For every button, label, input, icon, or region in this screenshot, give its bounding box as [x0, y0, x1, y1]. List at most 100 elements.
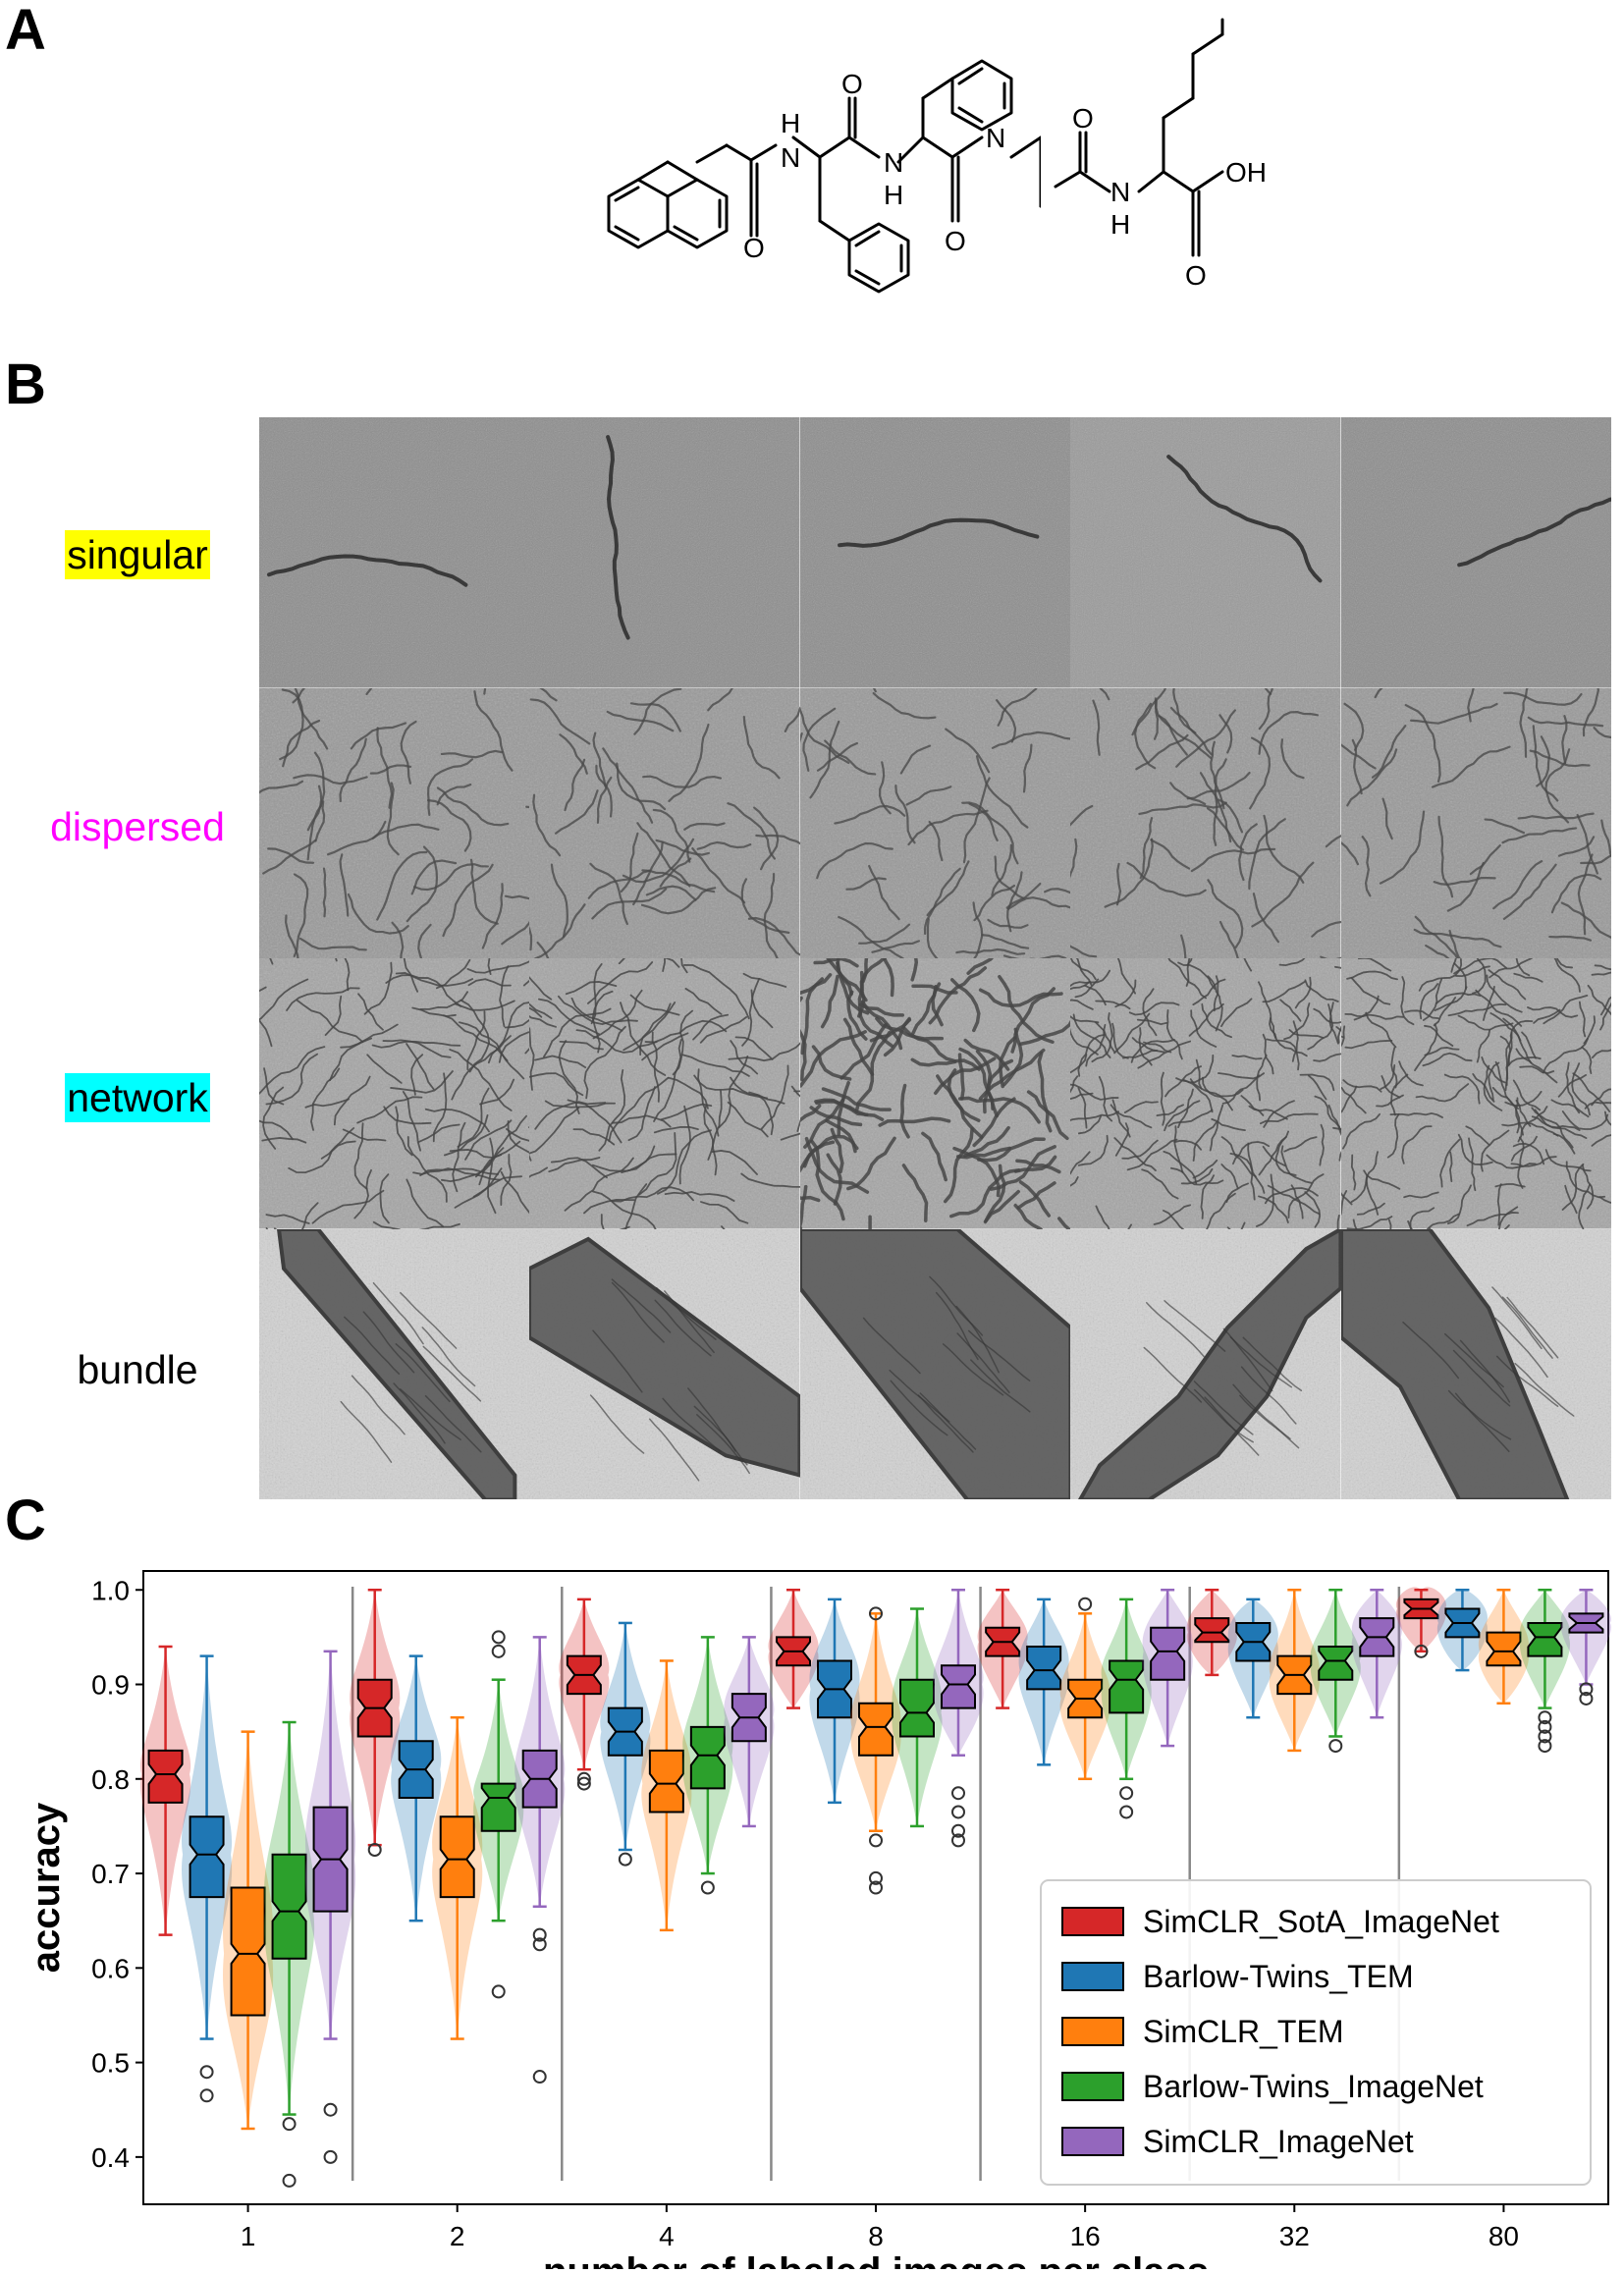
box-Barlow-Twins_TEM-2 [391, 1654, 442, 1922]
box-SimCLR_TEM-2 [432, 1715, 483, 2040]
micrograph-dispersed-2 [529, 687, 800, 958]
outlier-point [951, 1805, 965, 1819]
outlier-point [1078, 1597, 1093, 1611]
outlier-point [1538, 1710, 1552, 1725]
outlier-point [1538, 1729, 1552, 1744]
outlier-point [1119, 1805, 1134, 1819]
box-Barlow-Twins_ImageNet-1 [264, 1720, 315, 2188]
carbonyl-o-label-2: O [841, 69, 863, 99]
micrograph-bundle-4 [1070, 1228, 1341, 1499]
box-SimCLR_ImageNet-8 [933, 1589, 984, 1848]
amide-h-label-2: H [884, 180, 903, 210]
box-SimCLR_ImageNet-32 [1351, 1589, 1402, 1719]
legend-swatch [1061, 2017, 1124, 2046]
outlier-point [869, 1606, 883, 1621]
chemical-structure-right: N H O O OH [1054, 18, 1267, 291]
x-tick-label: 1 [241, 2221, 256, 2251]
outlier-point [1538, 1739, 1552, 1754]
box-SimCLR_SotA_ImageNet-2 [350, 1589, 401, 1857]
legend-swatch [1061, 1962, 1124, 1991]
outlier-point [532, 1937, 547, 1952]
carbonyl-o-label-4: O [1072, 103, 1094, 134]
x-tick-label: 16 [1070, 2221, 1101, 2251]
carbonyl-o-label-5: O [1185, 260, 1207, 291]
panel-label-c: C [5, 1489, 46, 1552]
box-SimCLR_TEM-16 [1059, 1597, 1110, 1781]
legend-label: SimCLR_ImageNet [1143, 2124, 1414, 2159]
box-Barlow-Twins_ImageNet-2 [473, 1630, 524, 1999]
box-SimCLR_SotA_ImageNet-32 [1186, 1589, 1237, 1677]
box-SimCLR_SotA_ImageNet-80 [1395, 1587, 1446, 1658]
outlier-point [951, 1833, 965, 1848]
box-Barlow-Twins_TEM-4 [600, 1621, 651, 1867]
box-Barlow-Twins_TEM-16 [1018, 1597, 1069, 1766]
micrograph-singular-1 [259, 417, 530, 688]
outlier-point [869, 1870, 883, 1885]
micrograph-grid [259, 417, 1611, 1499]
outlier-point [869, 1880, 883, 1895]
row-label-network: network [65, 1073, 210, 1122]
x-axis-label: number of labeled images per class [543, 2250, 1209, 2269]
micrograph-bundle-2 [529, 1228, 800, 1499]
box-SimCLR_ImageNet-1 [305, 1650, 356, 2164]
y-tick-label: 0.6 [91, 1953, 130, 1983]
row-label-bundle: bundle [77, 1347, 198, 1392]
amide-nh-label-2: N [884, 147, 903, 178]
outlier-point [1414, 1644, 1429, 1658]
micrograph-dispersed-3 [799, 687, 1071, 958]
box-Barlow-Twins_TEM-8 [809, 1597, 860, 1805]
x-tick-label: 32 [1279, 2221, 1310, 2251]
outlier-point [491, 1984, 506, 1999]
outlier-point [1328, 1739, 1343, 1754]
y-tick-label: 0.9 [91, 1670, 130, 1701]
outlier-point [282, 2117, 297, 2132]
x-tick-label: 2 [450, 2221, 465, 2251]
box-SimCLR_SotA_ImageNet-16 [977, 1589, 1028, 1709]
outlier-point [532, 2070, 547, 2084]
outlier-point [532, 1927, 547, 1942]
outlier-point [1538, 1719, 1552, 1734]
y-tick-label: 0.7 [91, 1859, 130, 1889]
micrograph-dispersed-4 [1070, 687, 1341, 958]
micrograph-dispersed-1 [259, 687, 530, 958]
legend-label: Barlow-Twins_ImageNet [1143, 2069, 1484, 2104]
x-tick-label: 80 [1489, 2221, 1519, 2251]
outlier-point [282, 2173, 297, 2188]
box-SimCLR_ImageNet-4 [724, 1636, 775, 1828]
box-SimCLR_ImageNet-80 [1560, 1589, 1611, 1706]
micrograph-network-3 [799, 958, 1071, 1229]
outlier-point [199, 2065, 214, 2080]
outlier-point [576, 1771, 591, 1786]
micrograph-bundle-3 [799, 1228, 1071, 1499]
micrograph-singular-3 [799, 417, 1071, 688]
box-SimCLR_TEM-80 [1478, 1589, 1529, 1706]
outlier-point [951, 1823, 965, 1838]
box-Barlow-Twins_ImageNet-16 [1101, 1597, 1152, 1819]
legend-label: SimCLR_TEM [1143, 2014, 1343, 2049]
micrograph-network-1 [259, 958, 530, 1229]
legend-swatch [1061, 2072, 1124, 2101]
box-SimCLR_TEM-32 [1269, 1589, 1320, 1753]
outlier-point [700, 1880, 715, 1895]
y-tick-label: 0.4 [91, 2142, 130, 2173]
legend-label: SimCLR_SotA_ImageNet [1143, 1904, 1499, 1939]
micrograph-singular-2 [529, 417, 800, 688]
outlier-point [869, 1833, 883, 1848]
amide-nh-label-3: N [986, 123, 1005, 153]
box-Barlow-Twins_TEM-1 [182, 1654, 233, 2103]
panel-label-b: B [5, 352, 46, 416]
outlier-point [323, 2102, 338, 2117]
outlier-point [491, 1630, 506, 1645]
outlier-point [1579, 1691, 1594, 1706]
box-SimCLR_SotA_ImageNet-8 [768, 1589, 819, 1709]
y-tick-label: 0.5 [91, 2048, 130, 2079]
carbonyl-o-label-1: O [743, 233, 765, 263]
micrograph-network-4 [1070, 958, 1341, 1229]
row-label-dispersed: dispersed [50, 804, 225, 849]
chemical-structure: N H O O N H O N NH2 NH2 [607, 59, 1041, 294]
outlier-point [576, 1776, 591, 1791]
y-axis-label: accuracy [25, 1802, 68, 1973]
box-SimCLR_ImageNet-16 [1142, 1589, 1193, 1748]
x-tick-label: 8 [868, 2221, 884, 2251]
x-tick-label: 4 [659, 2221, 675, 2251]
